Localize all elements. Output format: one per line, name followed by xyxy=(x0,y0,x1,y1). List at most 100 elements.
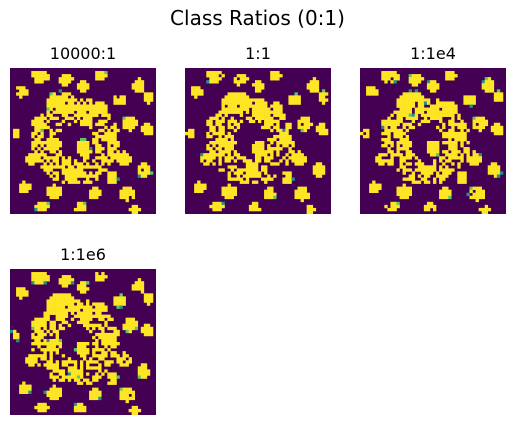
heatmap-cell xyxy=(61,299,66,303)
heatmap-cell xyxy=(86,107,90,111)
heatmap-cell xyxy=(76,348,81,352)
heatmap-cell xyxy=(439,180,443,184)
heatmap-cell xyxy=(436,174,440,178)
heatmap-cell xyxy=(83,156,87,160)
heatmap-cell xyxy=(86,372,90,376)
heatmap-cell xyxy=(469,156,473,160)
heatmap-cell xyxy=(261,86,265,90)
heatmap-cell xyxy=(423,101,428,105)
heatmap-cell xyxy=(402,98,406,102)
heatmap-cell xyxy=(194,95,198,99)
heatmap-cell xyxy=(381,144,385,148)
heatmap-cell xyxy=(285,162,289,166)
heatmap-cell xyxy=(481,195,486,200)
heatmap-cell xyxy=(122,186,126,190)
heatmap-cell xyxy=(218,156,222,160)
heatmap-cell xyxy=(92,335,96,340)
heatmap-cell xyxy=(76,171,81,175)
heatmap-cell xyxy=(137,284,142,288)
heatmap-cell xyxy=(61,278,66,282)
heatmap-cell xyxy=(83,405,87,410)
heatmap-cell xyxy=(472,95,476,99)
heatmap-cell xyxy=(185,131,189,136)
heatmap-cell xyxy=(134,323,139,328)
heatmap-cell xyxy=(245,177,250,181)
heatmap-cell xyxy=(264,168,268,172)
heatmap-cell xyxy=(429,110,434,114)
heatmap-cell xyxy=(98,326,102,331)
heatmap-cell xyxy=(408,104,413,108)
heatmap-cell xyxy=(140,80,145,84)
heatmap-cell xyxy=(390,156,394,160)
heatmap-cell xyxy=(285,180,289,184)
heatmap-cell xyxy=(466,101,470,105)
heatmap-cell xyxy=(442,189,446,194)
heatmap-cell xyxy=(448,107,452,111)
heatmap-cell xyxy=(227,189,231,194)
heatmap-cell xyxy=(254,113,259,117)
heatmap-cell xyxy=(215,207,219,212)
heatmap-cell xyxy=(414,156,419,160)
heatmap-cell xyxy=(209,159,213,163)
heatmap-cell xyxy=(366,131,370,136)
heatmap-cell xyxy=(104,119,108,124)
heatmap-cell xyxy=(408,77,413,81)
heatmap-cell xyxy=(457,177,461,181)
heatmap-cell xyxy=(429,150,434,154)
heatmap-cell xyxy=(31,272,35,276)
heatmap-cell xyxy=(79,366,84,370)
heatmap-cell xyxy=(472,162,476,166)
heatmap-cell xyxy=(58,107,63,111)
heatmap-cell xyxy=(445,171,449,175)
heatmap-cell xyxy=(282,134,286,139)
heatmap-cell xyxy=(98,305,102,309)
heatmap-cell xyxy=(221,128,225,133)
heatmap-cell xyxy=(73,360,78,364)
heatmap-cell xyxy=(58,189,63,194)
heatmap-cell xyxy=(140,369,145,373)
heatmap-cell xyxy=(122,156,126,160)
heatmap-cell xyxy=(119,159,123,163)
heatmap-cell xyxy=(37,119,41,124)
heatmap-cell xyxy=(37,125,41,130)
heatmap-cell xyxy=(429,83,434,87)
heatmap-cell xyxy=(402,131,406,136)
heatmap-cell xyxy=(73,113,78,117)
heatmap-cell xyxy=(306,204,311,209)
heatmap-cell xyxy=(122,162,126,166)
heatmap-cell xyxy=(107,338,111,343)
heatmap-cell xyxy=(224,144,228,148)
heatmap-cell xyxy=(457,116,461,121)
heatmap-cell xyxy=(79,144,84,148)
heatmap-cell xyxy=(212,162,216,166)
heatmap-cell xyxy=(55,348,59,352)
heatmap-cell xyxy=(300,198,304,203)
heatmap-cell xyxy=(125,192,129,197)
heatmap-cell xyxy=(86,86,90,90)
heatmap-cell xyxy=(215,113,219,117)
heatmap-cell xyxy=(445,189,449,194)
heatmap-cell xyxy=(402,186,406,190)
heatmap-cell xyxy=(98,74,102,78)
heatmap-cell xyxy=(131,119,136,124)
heatmap-cell xyxy=(481,83,486,87)
heatmap-cell xyxy=(34,122,38,127)
heatmap-cell xyxy=(499,95,504,99)
heatmap-cell xyxy=(378,159,382,163)
heatmap-cell xyxy=(40,281,44,285)
heatmap-cell xyxy=(131,204,136,209)
heatmap-cell xyxy=(433,177,437,181)
heatmap-cell xyxy=(460,141,464,145)
heatmap-cell xyxy=(227,171,231,175)
heatmap-cell xyxy=(140,326,145,331)
heatmap-cell xyxy=(239,180,244,184)
heatmap-cell xyxy=(454,144,458,148)
heatmap-cell xyxy=(79,137,84,142)
heatmap-cell xyxy=(107,131,111,136)
heatmap-cell xyxy=(61,293,66,297)
heatmap-cell xyxy=(478,125,482,130)
heatmap-cell xyxy=(242,74,247,78)
heatmap-cell xyxy=(61,110,66,114)
heatmap-cell xyxy=(58,305,63,309)
heatmap-cell xyxy=(113,177,117,181)
